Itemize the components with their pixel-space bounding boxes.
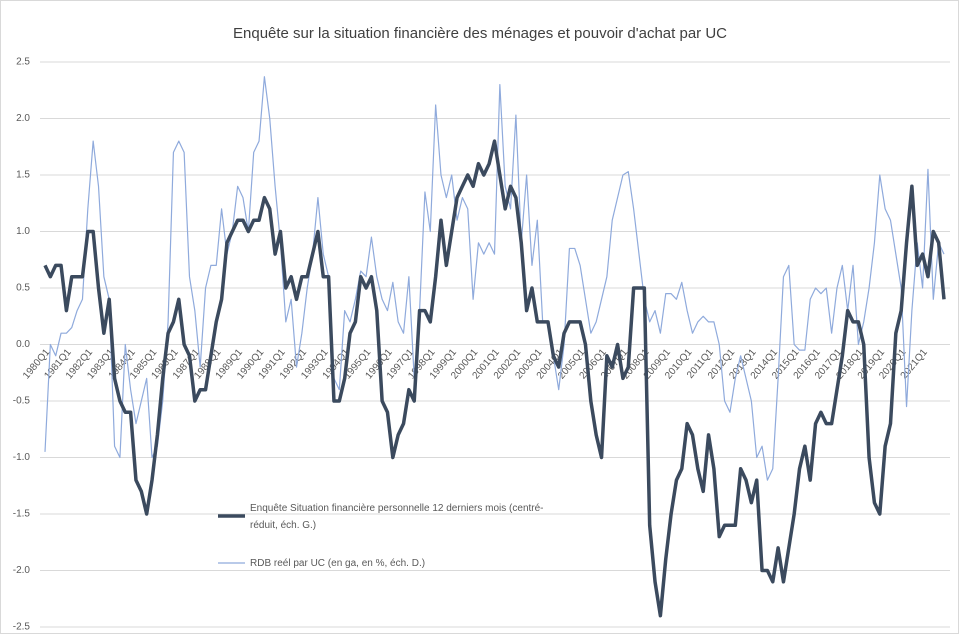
y-tick-label: -0.5 xyxy=(13,396,31,407)
series-line xyxy=(43,139,946,618)
y-tick-label: -2.5 xyxy=(13,622,31,633)
y-tick-label: -1.0 xyxy=(13,452,31,463)
legend-label: Enquête Situation financière personnelle… xyxy=(250,503,544,531)
y-tick-label: -1.5 xyxy=(13,509,31,520)
y-tick-label: -2.0 xyxy=(13,565,31,576)
series-line xyxy=(44,76,945,481)
chart-title: Enquête sur la situation financière des … xyxy=(233,25,727,42)
legend-label: RDB reél par UC (en ga, en %, éch. D.) xyxy=(250,558,426,569)
y-tick-label: 0.0 xyxy=(16,339,30,350)
y-tick-label: 2.5 xyxy=(16,57,30,68)
y-tick-label: 1.5 xyxy=(16,170,30,181)
y-tick-label: 0.5 xyxy=(16,283,30,294)
y-tick-label: 2.0 xyxy=(16,113,30,124)
y-tick-label: 1.0 xyxy=(16,226,30,237)
